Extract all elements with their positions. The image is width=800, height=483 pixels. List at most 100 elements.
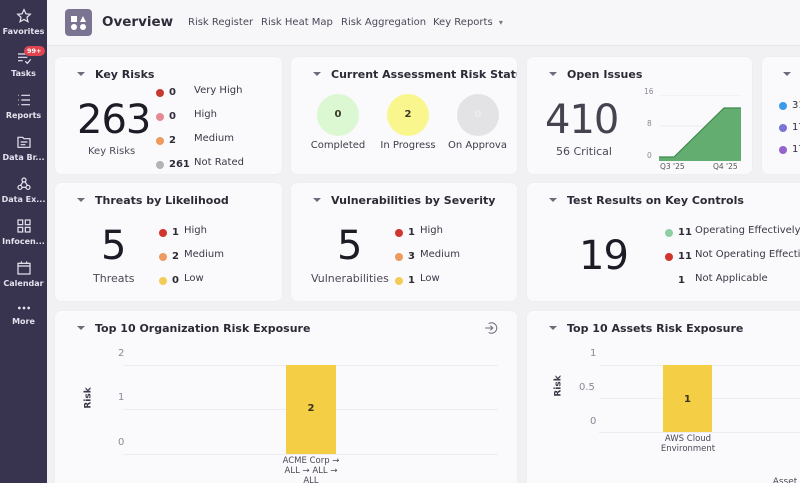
org-risk-exposure-card: Top 10 Organization Risk Exposure Risk 2…	[55, 311, 517, 483]
indigo-dot-icon	[779, 123, 787, 132]
legend-label: Low	[420, 273, 440, 284]
legend-not-operating-effectively[interactable]: 11	[665, 251, 692, 263]
overview-app-icon	[65, 9, 92, 36]
on-approval-label: On Approva	[448, 140, 507, 151]
x-tick: Q3 '25	[660, 162, 685, 171]
legend-high[interactable]: 0	[156, 111, 176, 123]
collapse-caret-icon[interactable]	[77, 72, 85, 76]
legend-medium[interactable]: 3	[395, 251, 415, 263]
nav-risk-heat-map[interactable]: Risk Heat Map	[261, 17, 333, 28]
card-title: Test Results on Key Controls	[567, 194, 744, 207]
threats-card: Threats by Likelihood 5 Threats 1 High 2…	[55, 183, 282, 301]
high-dot-icon	[156, 112, 164, 121]
x-axis-title: Asset	[772, 477, 798, 483]
legend-low[interactable]: 1	[395, 275, 415, 287]
test-results-total: 19	[579, 233, 629, 279]
chevron-down-icon: ▾	[498, 18, 503, 27]
high-dot-icon	[395, 228, 403, 237]
x-category-label: AWS Cloud Environment	[660, 434, 716, 454]
collapse-caret-icon[interactable]	[549, 72, 557, 76]
key-risks-total-label: Key Risks	[88, 146, 136, 157]
collapse-caret-icon[interactable]	[783, 72, 791, 76]
org-bar-acme-corp[interactable]: 2	[286, 365, 336, 454]
legend-label: Low	[184, 273, 204, 284]
legend-item[interactable]: 31	[779, 100, 800, 112]
collapse-caret-icon[interactable]	[549, 198, 557, 202]
legend-item[interactable]: 17	[779, 144, 800, 156]
blue-dot-icon	[779, 101, 787, 110]
in-progress-circle[interactable]: 2	[387, 94, 429, 136]
page-title: Overview	[102, 14, 174, 30]
collapse-caret-icon[interactable]	[313, 198, 321, 202]
legend-very-high[interactable]: 0	[156, 87, 176, 99]
card-title: Top 10 Organization Risk Exposure	[95, 322, 311, 335]
low-dot-icon	[159, 276, 167, 285]
tasks-badge: 99+	[24, 46, 45, 56]
x-tick: Q4 '25	[713, 162, 738, 171]
legend-item[interactable]: 17	[779, 122, 800, 134]
sidebar-item-reports[interactable]: Reports	[0, 92, 47, 120]
y-axis-title: Risk	[83, 387, 94, 409]
open-issues-area-chart[interactable]	[659, 95, 741, 161]
legend-medium[interactable]: 2	[159, 251, 179, 263]
sidebar-item-label: Favorites	[2, 27, 45, 36]
sidebar-item-favorites[interactable]: Favorites	[0, 8, 47, 36]
operating-effectively-dot-icon	[665, 228, 673, 237]
legend-high[interactable]: 1	[395, 227, 415, 239]
sidebar-item-data-browser[interactable]: Data Br...	[0, 134, 47, 162]
x-category-label: ACME Corp → ALL → ALL → ALL	[282, 456, 340, 483]
test-results-card: Test Results on Key Controls 19 11 Opera…	[527, 183, 800, 301]
assessment-status-card: Current Assessment Risk Status 0 Complet…	[291, 57, 517, 174]
more-icon	[17, 306, 30, 310]
high-dot-icon	[159, 228, 167, 237]
calendar-icon	[16, 261, 31, 275]
legend-high[interactable]: 1	[159, 227, 179, 239]
y-tick: 1	[118, 392, 125, 403]
legend-label: High	[194, 109, 217, 120]
nav-risk-register[interactable]: Risk Register	[188, 17, 254, 28]
legend-label: Very High	[194, 85, 243, 96]
low-dot-icon	[395, 276, 403, 285]
legend-label: High	[420, 225, 443, 236]
collapse-caret-icon[interactable]	[549, 326, 557, 330]
sidebar-item-label: Tasks	[11, 69, 36, 78]
sidebar-item-infocenter[interactable]: Infocen...	[0, 218, 47, 246]
legend-not-applicable[interactable]: 1	[665, 275, 685, 287]
legend-label: Medium	[194, 133, 234, 144]
completed-circle[interactable]: 0	[317, 94, 359, 136]
sidebar-item-label: Data Ex...	[1, 195, 46, 204]
legend-low[interactable]: 0	[159, 275, 179, 287]
collapse-caret-icon[interactable]	[313, 72, 321, 76]
card-title: Open Issues	[567, 68, 643, 81]
collapse-caret-icon[interactable]	[77, 198, 85, 202]
sidebar-item-tasks[interactable]: 99+ Tasks	[0, 46, 47, 78]
critical-count-label: 56 Critical	[556, 145, 612, 158]
legend-medium[interactable]: 2	[156, 135, 176, 147]
asset-bar-aws-cloud[interactable]: 1	[663, 365, 712, 432]
threats-total: 5	[101, 223, 126, 269]
legend-label: Not Rated	[194, 157, 244, 168]
drill-in-icon[interactable]	[484, 321, 498, 335]
vulnerabilities-total-label: Vulnerabilities	[311, 272, 389, 285]
nav-key-reports[interactable]: Key Reports ▾	[433, 17, 503, 28]
nav-key-reports-label: Key Reports	[433, 17, 493, 28]
collapse-caret-icon[interactable]	[77, 326, 85, 330]
folder-icon	[16, 136, 31, 148]
sidebar-item-more[interactable]: More	[0, 302, 47, 326]
top-bar: Overview Risk Register Risk Heat Map Ris…	[47, 0, 800, 46]
y-tick: 1	[590, 348, 597, 359]
nav-risk-aggregation[interactable]: Risk Aggregation	[341, 17, 427, 28]
legend-not-rated[interactable]: 261	[156, 159, 190, 171]
gridline	[599, 432, 800, 433]
sidebar-item-calendar[interactable]: Calendar	[0, 260, 47, 288]
card-title: Key Risks	[95, 68, 155, 81]
y-tick: 16	[644, 87, 654, 96]
not-operating-dot-icon	[665, 252, 673, 261]
legend-label: Not Operating Effective	[695, 249, 800, 260]
legend-operating-effectively[interactable]: 11	[665, 227, 692, 239]
y-tick: 0	[647, 151, 652, 160]
sidebar-item-data-exchange[interactable]: Data Ex...	[0, 176, 47, 204]
sidebar: Favorites 99+ Tasks Reports Data Br... D…	[0, 0, 47, 483]
legend-label: Not Applicable	[695, 273, 768, 284]
on-approval-circle[interactable]: 0	[457, 94, 499, 136]
